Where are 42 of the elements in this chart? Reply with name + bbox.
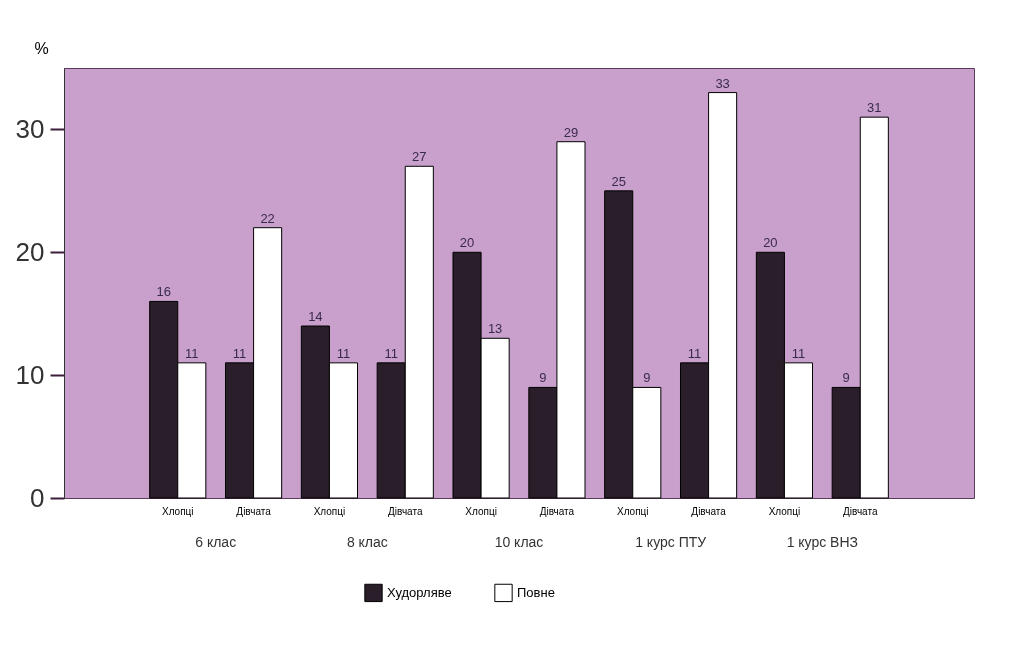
text: 10 клас: [494, 534, 544, 550]
y-tick-label: 10: [15, 359, 45, 390]
x-tick-label: Хлопці: [161, 505, 194, 517]
data-label: 11: [185, 345, 199, 361]
data-label: 11: [232, 345, 247, 361]
legend-label: Повне: [517, 584, 555, 600]
data-label: 11: [384, 345, 398, 361]
data-label: 31: [867, 100, 882, 116]
data-label: 14: [308, 309, 323, 324]
x-tick-label: Дівчата: [691, 505, 727, 517]
legend-label: Худорляве: [387, 584, 452, 600]
data-label: 9: [842, 370, 850, 386]
data-label: 29: [563, 124, 579, 140]
data-label: 11: [336, 345, 351, 361]
data-label: 33: [715, 75, 730, 91]
data-label: 13: [487, 321, 503, 337]
text: 6 клас: [195, 534, 237, 550]
y-tick-label: 30: [15, 113, 45, 144]
x-tick-label: Хлопці: [616, 505, 649, 517]
text: 1 курс ПТУ: [635, 534, 707, 550]
x-tick-label: Дівчата: [388, 505, 423, 517]
data-label: 22: [260, 210, 275, 226]
x-tick-label: Хлопці: [768, 505, 801, 517]
data-label: 25: [611, 173, 626, 189]
x-tick-label: Дівчата: [539, 505, 575, 517]
x-tick-label: Хлопці: [465, 505, 497, 517]
data-label: 9: [643, 370, 651, 386]
y-tick-label: 0: [30, 482, 45, 513]
data-label: 27: [412, 149, 427, 165]
data-label: 9: [539, 370, 547, 386]
data-label: 11: [791, 345, 806, 361]
data-label: 16: [156, 284, 171, 300]
text: 1 курс ВНЗ: [786, 534, 859, 550]
y-axis-title: %: [34, 39, 49, 57]
data-label: 20: [763, 235, 778, 251]
text: 8 клас: [346, 534, 388, 550]
y-tick-label: 20: [15, 236, 45, 267]
data-label: 11: [687, 345, 702, 361]
x-tick-label: Дівчата: [236, 505, 272, 517]
x-tick-label: Дівчата: [843, 505, 878, 517]
x-tick-label: Хлопці: [313, 505, 346, 517]
data-label: 20: [459, 235, 475, 251]
